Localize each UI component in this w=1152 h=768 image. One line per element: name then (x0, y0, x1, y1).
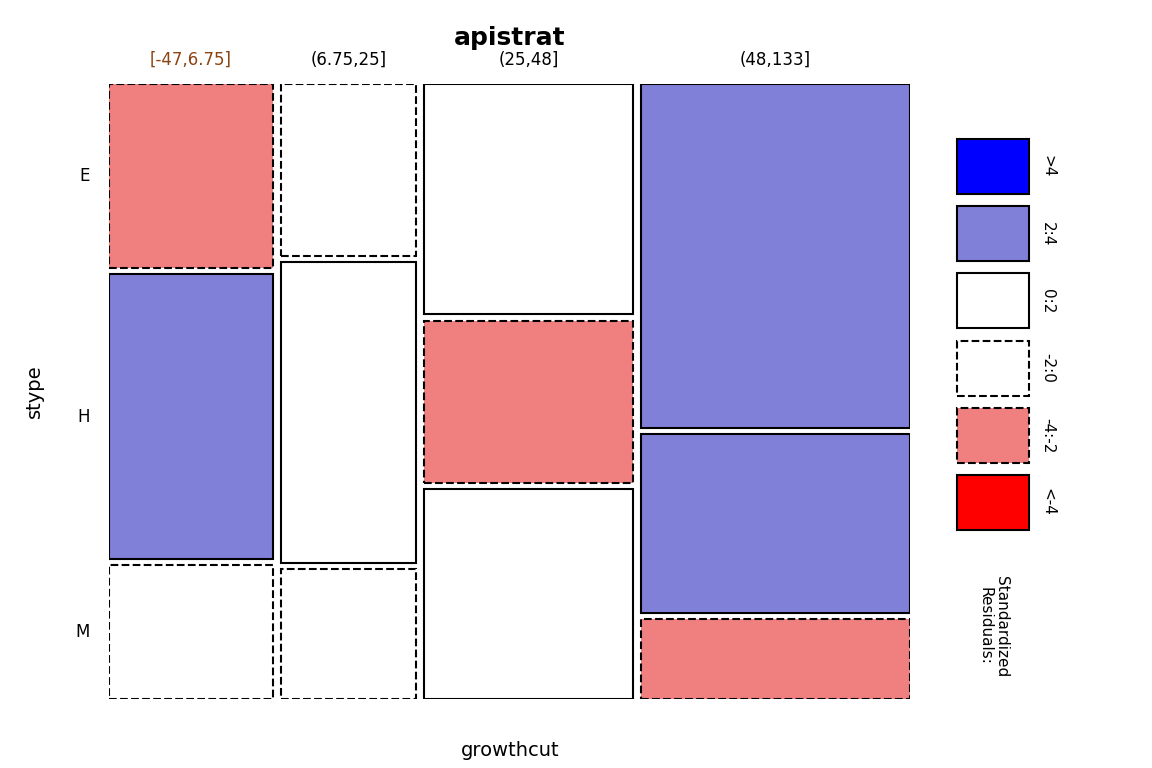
Bar (281, 569, 416, 699)
Text: apistrat: apistrat (454, 26, 566, 50)
Text: E: E (79, 167, 90, 185)
Text: -2:0: -2:0 (1040, 353, 1055, 383)
Bar (957, 206, 1029, 261)
Text: H: H (77, 408, 90, 425)
Text: <-4: <-4 (1040, 488, 1055, 516)
Bar (109, 84, 273, 268)
Bar (957, 273, 1029, 329)
Bar (957, 340, 1029, 396)
Text: M: M (75, 623, 90, 641)
Text: (48,133]: (48,133] (740, 51, 811, 69)
Text: growthcut: growthcut (461, 741, 559, 760)
Bar (281, 84, 416, 256)
Bar (109, 274, 273, 559)
Text: Standardized
Residuals:: Standardized Residuals: (977, 576, 1009, 677)
Bar (109, 565, 273, 699)
Bar (424, 489, 632, 699)
Bar (957, 475, 1029, 530)
Text: 2:4: 2:4 (1040, 221, 1055, 246)
Bar (641, 84, 910, 428)
Text: >4: >4 (1040, 155, 1055, 177)
Bar (957, 139, 1029, 194)
Text: [-47,6.75]: [-47,6.75] (150, 51, 232, 69)
Bar (641, 620, 910, 699)
Bar (424, 84, 632, 314)
Bar (424, 320, 632, 483)
Text: stype: stype (25, 365, 44, 419)
Bar (957, 408, 1029, 463)
Text: (6.75,25]: (6.75,25] (310, 51, 387, 69)
Text: 0:2: 0:2 (1040, 289, 1055, 313)
Bar (281, 262, 416, 563)
Bar (641, 434, 910, 614)
Text: -4:-2: -4:-2 (1040, 418, 1055, 453)
Text: (25,48]: (25,48] (499, 51, 559, 69)
